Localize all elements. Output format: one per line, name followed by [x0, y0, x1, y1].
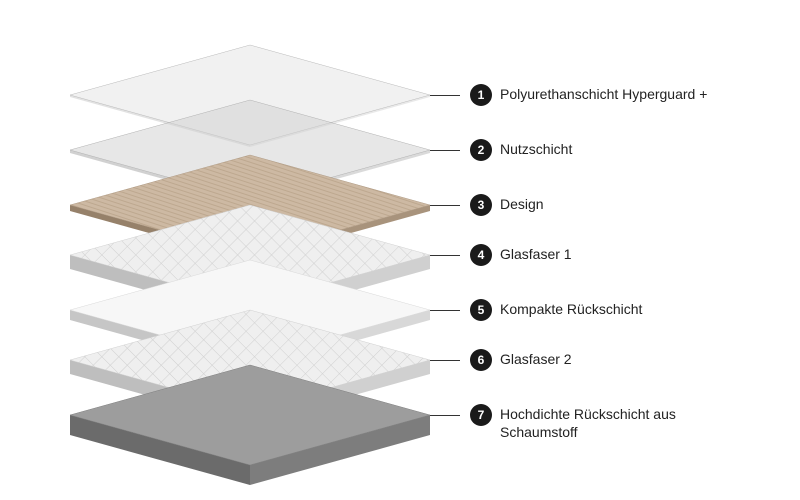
badge-7: 7	[470, 404, 492, 426]
label-4: Glasfaser 1	[500, 246, 572, 264]
badge-2: 2	[470, 139, 492, 161]
label-5: Kompakte Rückschicht	[500, 301, 642, 319]
label-7: Hochdichte Rückschicht aus Schaumstoff	[500, 406, 730, 441]
leader-1	[430, 95, 460, 96]
badge-1: 1	[470, 84, 492, 106]
leader-3	[430, 205, 460, 206]
badge-4: 4	[470, 244, 492, 266]
label-2: Nutzschicht	[500, 141, 572, 159]
label-3: Design	[500, 196, 544, 214]
badge-6: 6	[470, 349, 492, 371]
leader-7	[430, 415, 460, 416]
diagram-stage: 1 Polyurethanschicht Hyperguard + 2 Nutzsch…	[0, 0, 800, 500]
label-1: Polyurethanschicht Hyperguard +	[500, 86, 707, 104]
badge-5: 5	[470, 299, 492, 321]
leader-2	[430, 150, 460, 151]
leader-4	[430, 255, 460, 256]
badge-3: 3	[470, 194, 492, 216]
leader-6	[430, 360, 460, 361]
leader-5	[430, 310, 460, 311]
label-6: Glasfaser 2	[500, 351, 572, 369]
